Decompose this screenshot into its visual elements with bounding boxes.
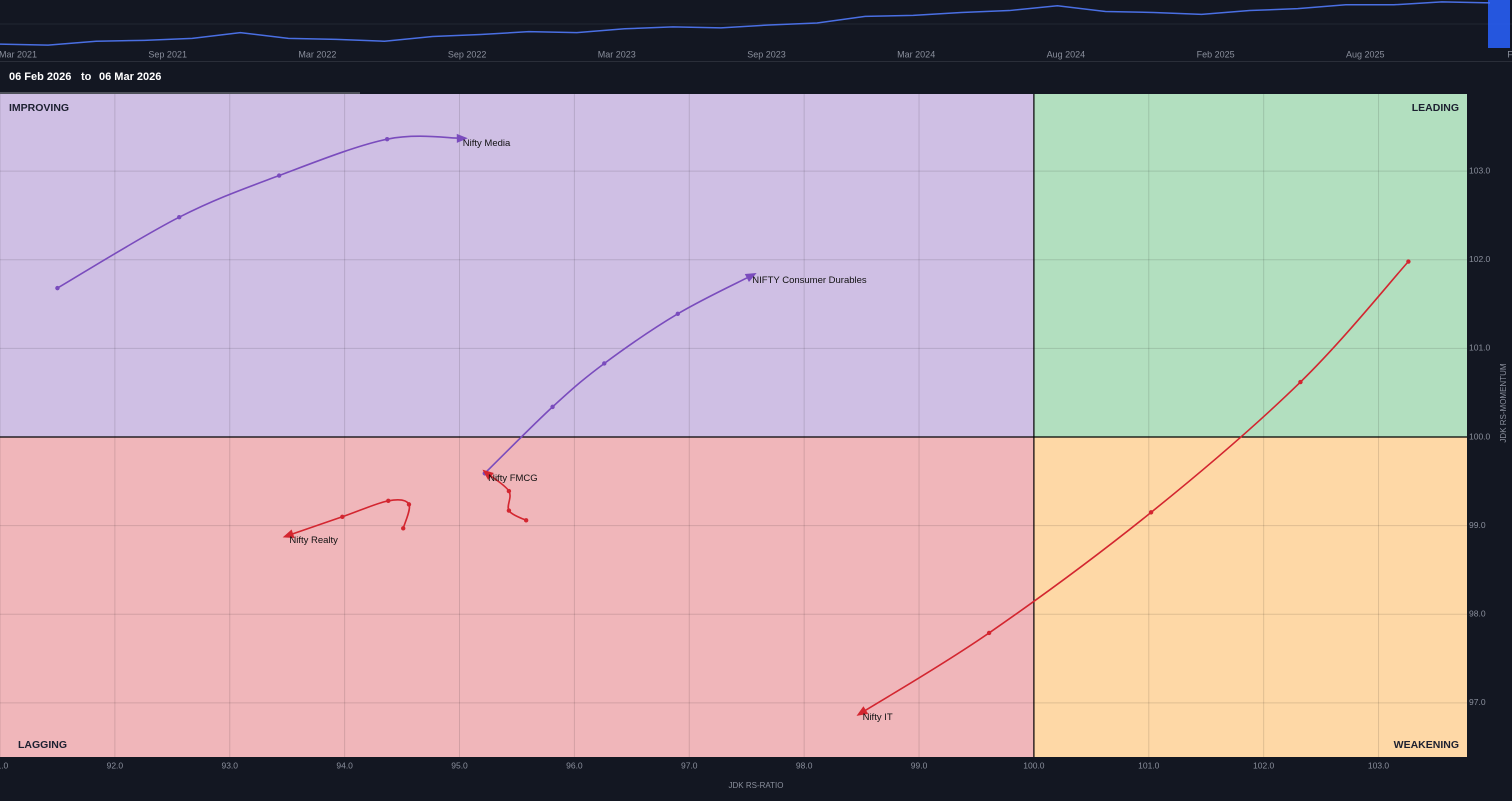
trail-point	[1148, 510, 1154, 515]
trail-point	[506, 488, 512, 494]
date-sep: to	[81, 71, 92, 83]
trail-point	[340, 514, 345, 519]
x-tick-label: 96.0	[566, 760, 583, 770]
navigator-date-label: Feb 2025	[1197, 49, 1235, 59]
navigator-date-label: Mar 2021	[0, 49, 37, 59]
quadrant-label: WEAKENING	[1394, 739, 1459, 751]
navigator-selection[interactable]	[1488, 0, 1510, 48]
navigator-date-label: Mar 2024	[897, 49, 935, 59]
navigator-date-label: Sep 2023	[747, 49, 786, 59]
y-tick-label: 102.0	[1469, 254, 1491, 264]
trail-head[interactable]	[744, 272, 757, 283]
trail-head[interactable]	[482, 469, 494, 481]
navigator-date-label: Aug 2025	[1346, 49, 1385, 59]
trail-point	[550, 404, 555, 410]
navigator-series	[0, 1, 1491, 46]
trail-point	[386, 498, 391, 504]
quadrant-weakening	[1033, 437, 1467, 757]
x-tick-label: 97.0	[681, 760, 698, 770]
navigator-date-label: Mar 2023	[598, 49, 636, 59]
quadrant-lagging	[0, 437, 1034, 757]
x-tick-label: 102.0	[1253, 760, 1275, 770]
quadrant-improving	[0, 94, 1034, 438]
trail-point	[406, 502, 412, 507]
x-tick-label: 99.0	[911, 760, 928, 770]
trail-point	[177, 215, 182, 220]
series-label: Nifty Media	[463, 138, 511, 149]
trail-point	[523, 518, 529, 523]
navigator-date-label: Aug 2024	[1047, 49, 1086, 59]
trail-point	[986, 630, 992, 636]
y-tick-label: 103.0	[1469, 165, 1491, 175]
x-tick-label: 100.0	[1023, 760, 1045, 770]
y-tick-label: 99.0	[1469, 520, 1486, 530]
trail-point	[55, 285, 60, 291]
quadrant-label: LEADING	[1412, 102, 1459, 114]
trail-head[interactable]	[282, 529, 295, 539]
trail-point	[276, 173, 282, 178]
x-tick-label: 91.0	[0, 760, 9, 770]
x-axis-title: JDK RS-RATIO	[729, 781, 784, 790]
series-label: NIFTY Consumer Durables	[752, 275, 867, 286]
navigator-date-label: Sep 2021	[148, 49, 187, 59]
quadrant-label: IMPROVING	[9, 102, 69, 114]
trail-point	[506, 508, 512, 513]
navigator-date-label: Mar 2022	[298, 49, 336, 59]
y-tick-label: 101.0	[1469, 343, 1491, 353]
navigator-date-label: Feb	[1507, 49, 1512, 59]
y-axis-title: JDK RS-MOMENTUM	[1499, 363, 1508, 442]
quadrant-label: LAGGING	[18, 739, 67, 751]
date-to: 06 Mar 2026	[99, 71, 161, 83]
trail-point	[1406, 259, 1411, 264]
y-tick-label: 100.0	[1469, 431, 1491, 441]
series-label: Nifty FMCG	[488, 473, 538, 484]
y-tick-label: 98.0	[1469, 609, 1486, 619]
x-tick-label: 94.0	[336, 760, 353, 770]
x-tick-label: 98.0	[796, 760, 813, 770]
x-tick-label: 93.0	[221, 760, 238, 770]
trail-head[interactable]	[456, 133, 468, 143]
x-tick-label: 101.0	[1138, 760, 1160, 770]
series-label: Nifty Realty	[289, 535, 338, 546]
x-tick-label: 103.0	[1368, 760, 1390, 770]
navigator-date-label: Sep 2022	[448, 49, 487, 59]
trail-point	[675, 311, 680, 317]
trail	[57, 135, 462, 289]
trail-point	[602, 361, 607, 366]
y-tick-label: 97.0	[1469, 697, 1486, 707]
trail-point	[384, 137, 390, 142]
x-tick-label: 95.0	[451, 760, 468, 770]
quadrant-leading	[1033, 94, 1467, 438]
trail-point	[401, 526, 406, 531]
date-from: 06 Feb 2026	[9, 71, 71, 83]
series-label: Nifty IT	[863, 712, 893, 723]
trail-point	[1298, 379, 1303, 385]
x-tick-label: 92.0	[107, 760, 124, 770]
trail-head[interactable]	[856, 706, 869, 716]
trail	[486, 472, 527, 522]
